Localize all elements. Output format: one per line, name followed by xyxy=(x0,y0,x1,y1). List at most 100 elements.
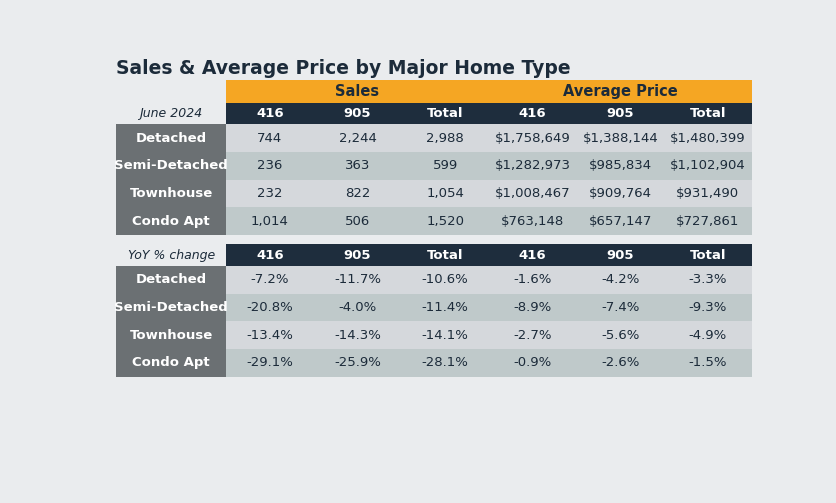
Bar xyxy=(227,152,314,180)
Text: -7.4%: -7.4% xyxy=(601,301,640,314)
Text: Condo Apt: Condo Apt xyxy=(132,357,210,370)
Bar xyxy=(116,180,227,207)
Text: $1,388,144: $1,388,144 xyxy=(583,132,658,145)
Bar xyxy=(227,180,314,207)
Text: $1,102,904: $1,102,904 xyxy=(670,159,746,173)
Bar xyxy=(489,180,577,207)
Text: 1,520: 1,520 xyxy=(426,215,464,228)
Text: YoY % change: YoY % change xyxy=(128,248,215,262)
Bar xyxy=(314,244,401,266)
Bar xyxy=(664,124,752,152)
Text: 416: 416 xyxy=(519,107,547,120)
Bar xyxy=(401,207,489,235)
Bar xyxy=(314,180,401,207)
Bar xyxy=(664,244,752,266)
Bar xyxy=(227,266,314,294)
Text: Detached: Detached xyxy=(135,132,206,145)
Bar xyxy=(577,152,664,180)
Bar xyxy=(227,79,489,103)
Text: Average Price: Average Price xyxy=(563,83,678,99)
Bar xyxy=(401,321,489,349)
Text: -1.5%: -1.5% xyxy=(689,357,727,370)
Bar xyxy=(489,266,577,294)
Bar xyxy=(489,124,577,152)
Text: Total: Total xyxy=(427,248,463,262)
Bar xyxy=(116,103,227,124)
Bar xyxy=(314,103,401,124)
Text: $1,758,649: $1,758,649 xyxy=(495,132,570,145)
Text: $1,480,399: $1,480,399 xyxy=(670,132,746,145)
Text: -2.7%: -2.7% xyxy=(513,329,552,342)
Bar xyxy=(577,180,664,207)
Text: -11.4%: -11.4% xyxy=(421,301,468,314)
Bar xyxy=(314,266,401,294)
Text: June 2024: June 2024 xyxy=(140,107,203,120)
Text: 905: 905 xyxy=(606,107,634,120)
Text: -14.3%: -14.3% xyxy=(334,329,381,342)
Text: $1,282,973: $1,282,973 xyxy=(495,159,571,173)
Bar xyxy=(489,244,577,266)
Text: Townhouse: Townhouse xyxy=(130,187,213,200)
Bar xyxy=(577,321,664,349)
Text: Detached: Detached xyxy=(135,273,206,286)
Text: $763,148: $763,148 xyxy=(501,215,564,228)
Bar xyxy=(489,294,577,321)
Bar xyxy=(489,79,752,103)
Bar xyxy=(577,103,664,124)
Bar xyxy=(227,244,314,266)
Bar xyxy=(489,321,577,349)
Bar xyxy=(116,321,227,349)
Bar xyxy=(227,321,314,349)
Bar xyxy=(664,103,752,124)
Text: 2,244: 2,244 xyxy=(339,132,376,145)
Bar xyxy=(227,124,314,152)
Bar xyxy=(116,266,227,294)
Bar xyxy=(314,124,401,152)
Text: -3.3%: -3.3% xyxy=(689,273,727,286)
Bar xyxy=(577,266,664,294)
Bar xyxy=(314,349,401,377)
Bar xyxy=(314,321,401,349)
Bar xyxy=(116,207,227,235)
Bar xyxy=(489,207,577,235)
Bar xyxy=(401,294,489,321)
Bar xyxy=(116,294,227,321)
Bar xyxy=(314,152,401,180)
Bar xyxy=(664,180,752,207)
Text: 744: 744 xyxy=(257,132,283,145)
Text: Semi-Detached: Semi-Detached xyxy=(115,301,228,314)
Bar xyxy=(116,349,227,377)
Text: 1,014: 1,014 xyxy=(251,215,289,228)
Bar xyxy=(401,244,489,266)
Text: $727,861: $727,861 xyxy=(676,215,740,228)
Bar xyxy=(116,124,227,152)
Text: -0.9%: -0.9% xyxy=(513,357,552,370)
Text: 416: 416 xyxy=(256,248,283,262)
Text: $909,764: $909,764 xyxy=(589,187,652,200)
Text: Total: Total xyxy=(427,107,463,120)
Bar xyxy=(664,321,752,349)
Text: 363: 363 xyxy=(344,159,370,173)
Text: 822: 822 xyxy=(344,187,370,200)
Text: -2.6%: -2.6% xyxy=(601,357,640,370)
Bar xyxy=(664,152,752,180)
Text: 905: 905 xyxy=(344,107,371,120)
Text: -28.1%: -28.1% xyxy=(421,357,468,370)
Text: $1,008,467: $1,008,467 xyxy=(495,187,570,200)
Bar xyxy=(577,244,664,266)
Bar xyxy=(314,207,401,235)
Text: -5.6%: -5.6% xyxy=(601,329,640,342)
Text: -11.7%: -11.7% xyxy=(334,273,381,286)
Text: 905: 905 xyxy=(606,248,634,262)
Text: -4.9%: -4.9% xyxy=(689,329,727,342)
Text: 416: 416 xyxy=(256,107,283,120)
Text: Townhouse: Townhouse xyxy=(130,329,213,342)
Text: Total: Total xyxy=(690,248,726,262)
Bar xyxy=(577,349,664,377)
Text: 905: 905 xyxy=(344,248,371,262)
Text: -8.9%: -8.9% xyxy=(513,301,552,314)
Bar xyxy=(664,207,752,235)
Text: -10.6%: -10.6% xyxy=(421,273,468,286)
Bar xyxy=(227,294,314,321)
Bar xyxy=(401,124,489,152)
